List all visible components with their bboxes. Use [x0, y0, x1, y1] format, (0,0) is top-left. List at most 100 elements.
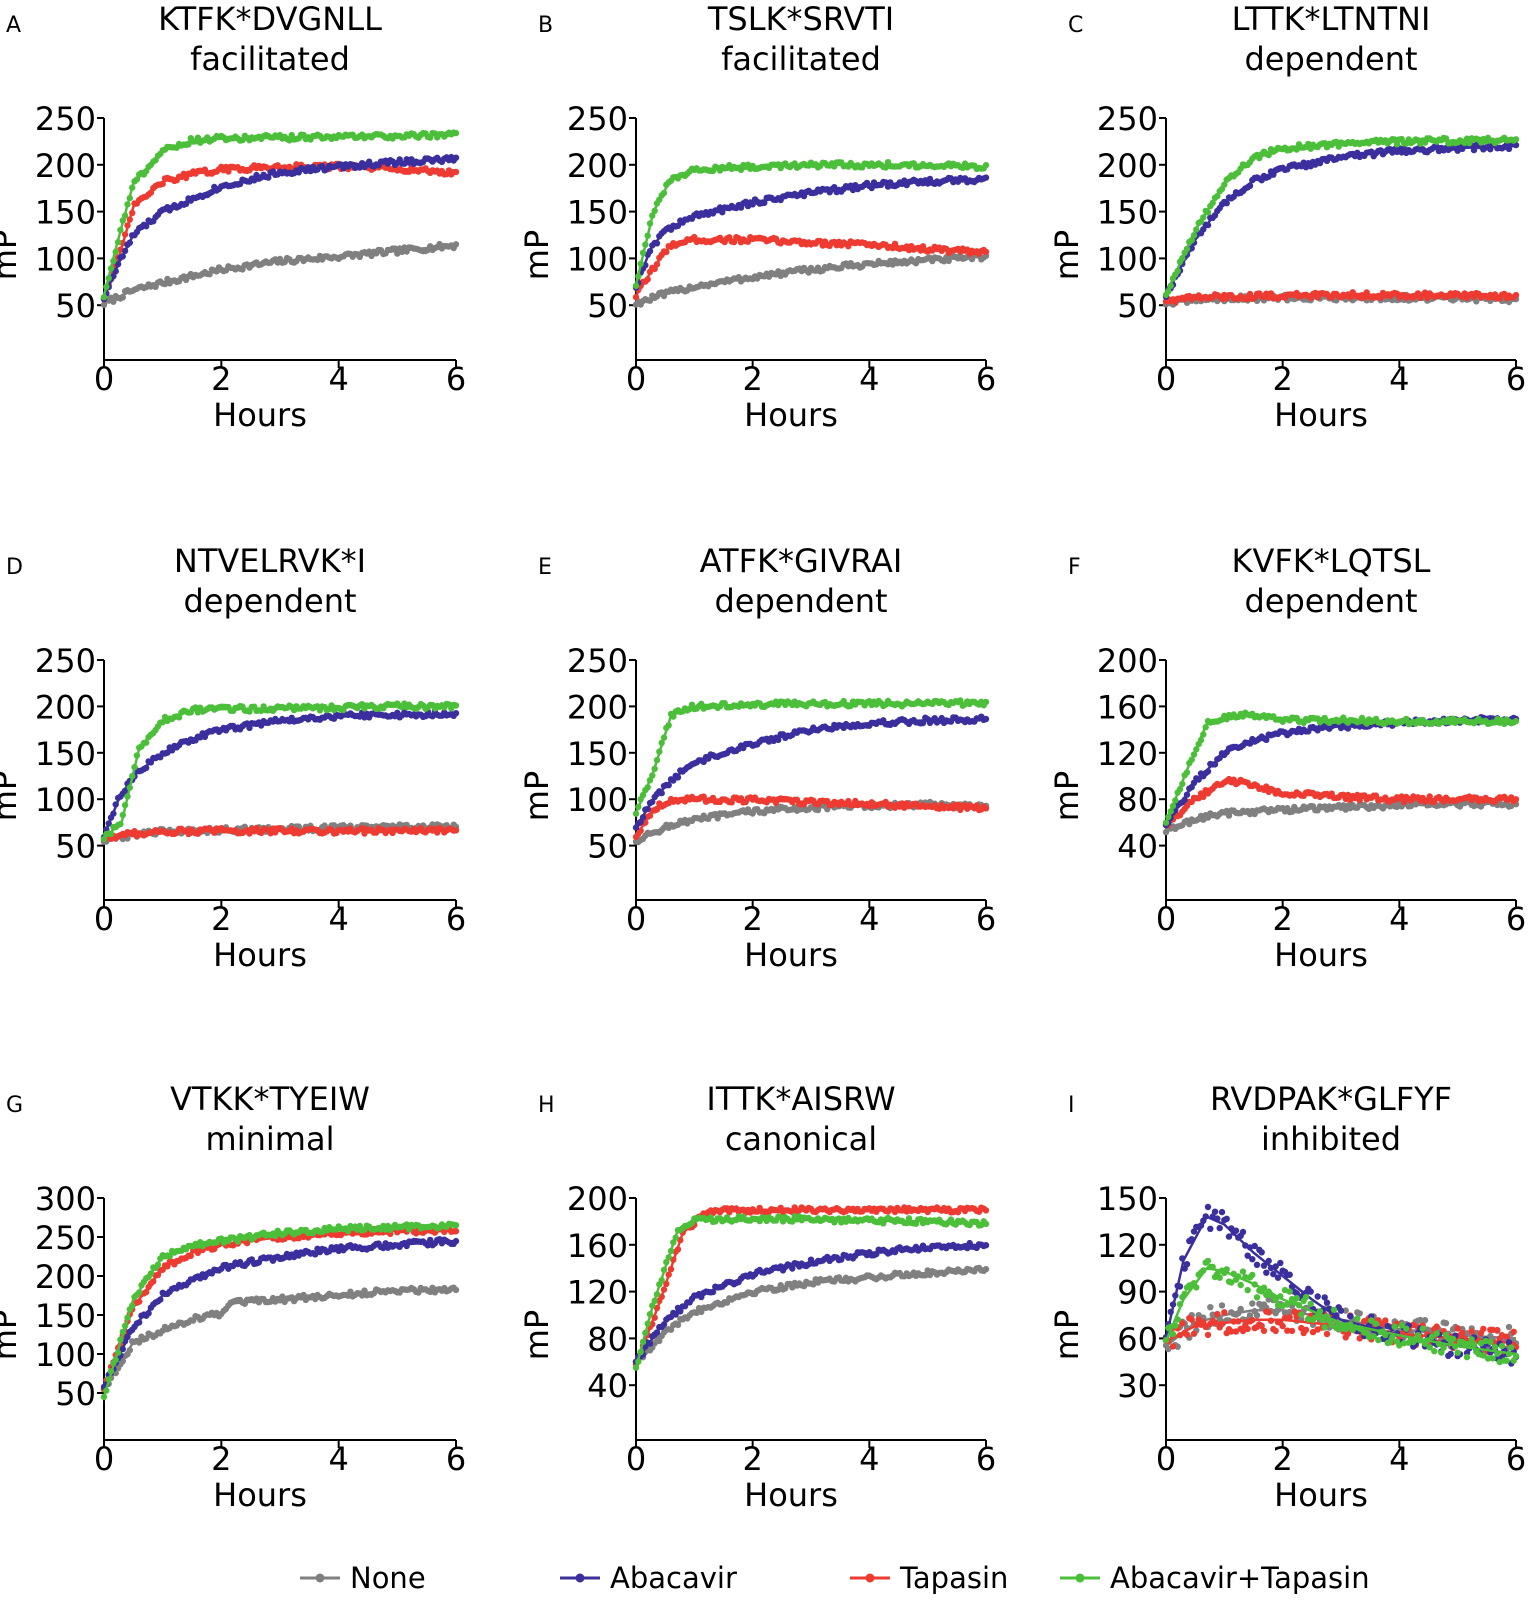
x-tick-label-a: 4 — [328, 360, 348, 398]
x-tick-label-b: 2 — [742, 360, 762, 398]
data-point — [119, 811, 127, 819]
data-point — [124, 201, 131, 208]
y-tick-label-b: 150 — [567, 194, 628, 232]
data-point — [129, 184, 136, 191]
data-point — [452, 710, 460, 717]
data-point — [119, 294, 127, 301]
data-point — [126, 239, 133, 246]
data-point — [982, 162, 990, 169]
data-point — [110, 298, 117, 305]
data-point — [644, 276, 651, 283]
data-point — [265, 174, 272, 181]
data-point — [129, 1302, 136, 1309]
data-point — [1200, 731, 1207, 738]
series-line-abacavir-tapasin-g — [102, 1224, 457, 1398]
data-point — [452, 168, 460, 176]
data-point — [644, 805, 651, 813]
data-point — [653, 240, 661, 247]
x-tick-label-d: 6 — [446, 900, 466, 938]
x-tick-label-a: 2 — [211, 360, 231, 398]
data-point — [110, 810, 117, 817]
data-point — [637, 260, 644, 267]
data-point — [121, 212, 129, 219]
series-none-b — [632, 251, 990, 308]
series-none-h — [632, 1264, 990, 1366]
data-point — [1223, 200, 1230, 207]
y-tick-label-e: 50 — [587, 828, 628, 866]
x-tick-label-e: 4 — [859, 900, 879, 938]
y-tick-label-e: 250 — [567, 642, 628, 680]
data-point — [642, 241, 649, 248]
x-tick-label-g: 6 — [446, 1440, 466, 1478]
data-point — [1204, 768, 1212, 775]
panel-letter-a: A — [6, 13, 21, 38]
y-tick-label-d: 200 — [35, 688, 96, 726]
x-tick-label-d: 4 — [328, 900, 348, 938]
panel-letter-e: E — [538, 555, 552, 580]
y-tick-label-a: 50 — [55, 287, 96, 325]
y-tick-label-g: 100 — [35, 1336, 96, 1374]
data-point — [730, 238, 738, 246]
data-point — [1204, 221, 1212, 229]
panel-subtitle-c: dependent — [1244, 40, 1417, 78]
data-point — [660, 1266, 668, 1274]
x-tick-label-a: 0 — [94, 360, 114, 398]
panel-subtitle-g: minimal — [206, 1120, 335, 1158]
data-point — [982, 248, 990, 255]
data-point — [1183, 769, 1191, 776]
data-point — [1183, 245, 1191, 253]
y-tick-label-g: 150 — [35, 1297, 96, 1335]
x-axis-label-g: Hours — [213, 1476, 307, 1514]
y-tick-label-g: 50 — [55, 1375, 96, 1413]
data-point — [982, 698, 990, 706]
data-point — [121, 231, 129, 238]
y-axis-label-d: mP — [0, 771, 24, 821]
panel-title-d: NTVELRVK*I — [174, 542, 366, 580]
series-abacavir-g — [100, 1236, 460, 1391]
data-point — [147, 1270, 155, 1277]
data-point — [644, 1320, 651, 1327]
data-point — [674, 1321, 682, 1329]
y-tick-label-h: 160 — [567, 1227, 628, 1265]
series-tapasin-d — [100, 824, 460, 843]
y-tick-label-c: 150 — [1097, 194, 1158, 232]
data-point — [121, 247, 129, 255]
data-point — [1179, 780, 1186, 788]
y-tick-label-d: 150 — [35, 735, 96, 773]
y-axis-label-b: mP — [518, 230, 556, 280]
data-point — [982, 174, 990, 181]
y-axis-label-c: mP — [1048, 230, 1086, 280]
y-tick-label-c: 50 — [1117, 287, 1158, 325]
panel-letter-h: H — [538, 1093, 555, 1118]
y-tick-label-h: 200 — [567, 1180, 628, 1218]
data-point — [1167, 282, 1174, 289]
y-tick-label-a: 200 — [35, 147, 96, 185]
data-point — [1162, 819, 1170, 826]
y-tick-label-b: 50 — [587, 287, 628, 325]
x-tick-label-b: 4 — [859, 360, 879, 398]
data-point — [658, 789, 665, 797]
y-axis-label-e: mP — [518, 771, 556, 821]
data-point — [672, 1234, 679, 1241]
x-axis-label-h: Hours — [744, 1476, 838, 1514]
data-point — [286, 137, 293, 144]
y-tick-label-a: 150 — [35, 194, 96, 232]
y-tick-label-e: 100 — [567, 781, 628, 819]
data-point — [114, 238, 122, 246]
data-point — [653, 261, 661, 268]
data-point — [639, 1338, 647, 1346]
data-point — [452, 154, 460, 161]
data-point — [110, 257, 117, 265]
panel-title-f: KVFK*LQTSL — [1232, 542, 1431, 580]
data-point — [107, 265, 115, 272]
data-point — [136, 1289, 143, 1296]
data-point — [761, 199, 768, 206]
data-point — [117, 820, 124, 828]
series-line-abacavir-c — [1164, 144, 1517, 297]
data-point — [117, 1336, 124, 1343]
x-tick-label-b: 6 — [976, 360, 996, 398]
series-tapasin-e — [632, 793, 990, 841]
y-tick-label-b: 100 — [567, 240, 628, 278]
data-point — [1188, 245, 1195, 252]
